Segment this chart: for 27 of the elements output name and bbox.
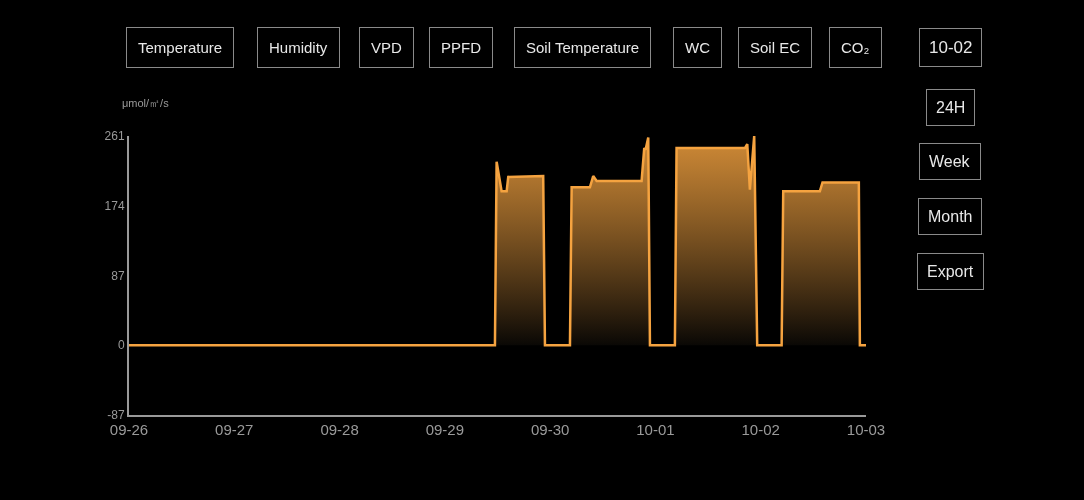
y-tick-label: 87 <box>111 268 125 283</box>
text: 10-02 <box>929 38 973 57</box>
x-tick-label: 09-27 <box>215 421 254 438</box>
y-tick-label: 261 <box>104 129 125 144</box>
text: 24H <box>936 99 966 116</box>
text: Export <box>927 263 974 280</box>
text: CO₂ <box>841 39 870 56</box>
x-tick-label: 09-29 <box>425 421 465 438</box>
y-tick-label: -87 <box>107 408 125 423</box>
text: Soil EC <box>750 39 801 56</box>
text: Soil Temperature <box>526 39 640 56</box>
text: VPD <box>371 39 403 56</box>
text: Humidity <box>269 39 328 56</box>
x-tick-label: 09-28 <box>320 421 359 438</box>
text: Week <box>929 153 971 170</box>
y-tick-label: 174 <box>104 198 125 213</box>
x-tick-label: 10-02 <box>741 421 780 438</box>
x-tick-label: 09-26 <box>109 421 149 438</box>
x-tick-label: 10-01 <box>636 421 675 438</box>
y-axis-title: μmol/㎡/s <box>122 97 170 109</box>
text: Month <box>928 208 973 225</box>
x-tick-label: 09-30 <box>530 421 570 438</box>
y-tick-label: 0 <box>117 338 125 353</box>
x-tick-label: 10-03 <box>846 421 886 438</box>
text: Temperature <box>138 39 223 56</box>
text: WC <box>685 39 711 56</box>
text: PPFD <box>441 39 482 56</box>
